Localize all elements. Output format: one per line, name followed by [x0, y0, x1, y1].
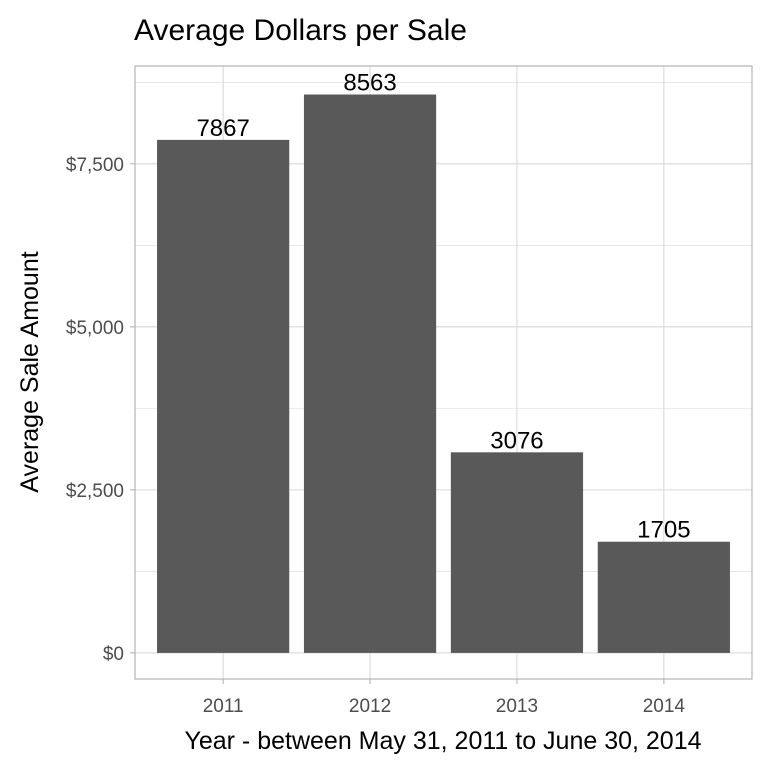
chart-title: Average Dollars per Sale — [134, 14, 467, 47]
y-tick-label: $0 — [103, 644, 124, 665]
panel-border — [134, 65, 753, 680]
y-tick-label: $2,500 — [66, 481, 124, 502]
x-tick-label: 2011 — [203, 696, 244, 717]
bar-2013 — [450, 452, 584, 653]
x-tick-label: 2014 — [643, 696, 686, 717]
y-tick-label: $5,000 — [66, 318, 124, 339]
data-labels: 7867 8563 3076 1705 — [196, 69, 690, 543]
bar-2011 — [157, 139, 290, 653]
x-tick-label: 2012 — [349, 696, 391, 717]
bars — [157, 94, 730, 653]
data-label: 7867 — [196, 115, 249, 142]
y-axis-ticks: $0 $2,500 $5,000 $7,500 — [66, 155, 135, 665]
y-tick-label: $7,500 — [66, 155, 124, 176]
x-tick-label: 2013 — [496, 696, 538, 717]
data-label: 1705 — [637, 517, 690, 544]
bar-2014 — [597, 541, 730, 653]
x-axis-title: Year - between May 31, 2011 to June 30, … — [184, 727, 701, 755]
bar-2012 — [303, 94, 437, 653]
x-axis-ticks: 2011 2012 2013 2014 — [203, 679, 686, 717]
data-label: 8563 — [343, 69, 396, 96]
y-axis-title: Average Sale Amount — [16, 251, 44, 492]
data-label: 3076 — [490, 427, 543, 454]
